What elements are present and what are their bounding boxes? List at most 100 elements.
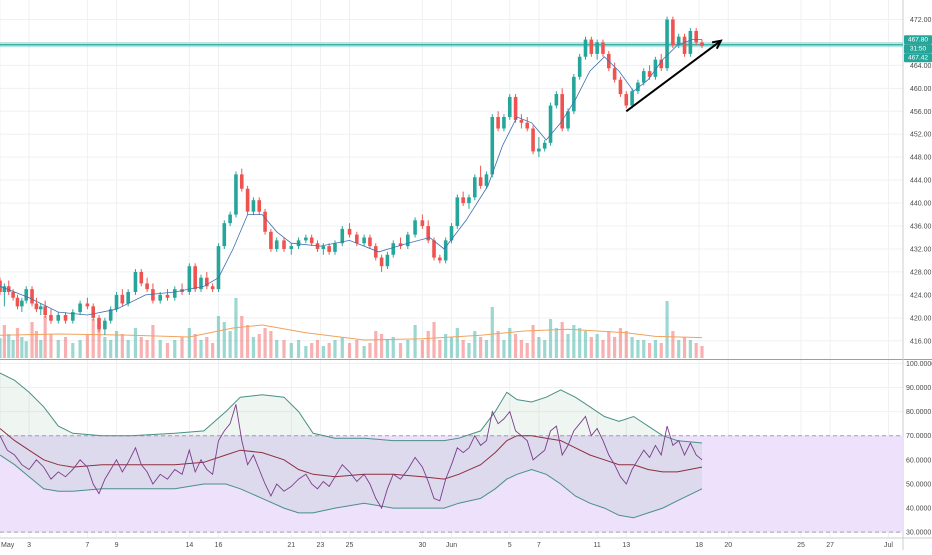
volume-bar-31 [180, 337, 184, 358]
price-tick-label-0: 472.00 [910, 17, 932, 24]
candle-body-3 [11, 292, 15, 298]
candle-body-32 [187, 266, 192, 293]
price-tick-label-4: 456.00 [910, 109, 932, 116]
volume-bar-56 [333, 340, 337, 358]
candle-body-41 [239, 174, 244, 189]
volume-bar-88 [531, 325, 535, 358]
volume-bar-60 [362, 346, 366, 358]
candle-body-49 [289, 246, 294, 249]
oscillator-zone [0, 435, 903, 533]
candle-body-67 [406, 234, 410, 247]
volume-bar-39 [228, 331, 232, 358]
price-badge-text-1: 31:50 [910, 46, 927, 53]
candle-body-9 [38, 306, 43, 310]
price-tick-label-12: 424.00 [910, 292, 932, 299]
volume-bar-99 [595, 334, 599, 358]
volume-bar-84 [508, 328, 512, 358]
price-panel [0, 16, 903, 336]
candle-body-8 [34, 303, 39, 310]
volume-bar-104 [624, 331, 628, 358]
volume-bar-69 [420, 340, 424, 358]
candle-body-36 [210, 286, 215, 290]
candle-body-83 [502, 117, 506, 129]
volume-bar-102 [613, 337, 617, 358]
candle-body-65 [391, 243, 396, 255]
candle-body-95 [572, 76, 576, 112]
candle-body-59 [355, 234, 359, 244]
candle-body-21 [114, 294, 119, 310]
date-tick-label-7: 23 [317, 542, 325, 549]
candle-body-66 [398, 243, 403, 247]
volume-bar-51 [304, 346, 308, 358]
candle-body-113 [676, 36, 681, 46]
candle-body-47 [274, 240, 279, 249]
candle-body-84 [507, 96, 512, 118]
volume-bar-15 [78, 340, 82, 358]
volume-bar-68 [413, 325, 417, 358]
candle-body-91 [548, 105, 553, 143]
volume-bar-36 [211, 343, 215, 358]
volume-bar-71 [432, 322, 436, 358]
candle-body-106 [636, 82, 640, 92]
candle-body-86 [519, 119, 524, 123]
price-tick-label-2: 464.00 [910, 63, 932, 70]
candle-body-19 [103, 320, 107, 330]
date-tick-label-18: 27 [826, 542, 834, 549]
axis-layer: 472.00468.00464.00460.00456.00452.00448.… [1, 17, 932, 549]
candle-body-60 [362, 237, 366, 244]
volume-bar-1 [2, 325, 6, 358]
candle-body-97 [583, 39, 588, 57]
volume-bar-81 [490, 307, 494, 358]
oscillator-tick-label-2: 80.0000 [906, 409, 931, 416]
volume-ma-line [0, 324, 703, 341]
date-tick-label-2: 7 [85, 542, 89, 549]
oscillator-tick-label-5: 50.0000 [906, 481, 931, 488]
volume-bar-4 [15, 328, 20, 358]
candle-body-24 [133, 271, 138, 293]
oscillator-tick-label-0: 100.0000 [906, 361, 932, 368]
candle-body-16 [85, 303, 90, 307]
volume-bar-101 [607, 331, 611, 358]
volume-bar-29 [165, 343, 170, 358]
candle-body-94 [566, 111, 570, 129]
volume-bar-21 [114, 331, 119, 358]
candle-body-44 [257, 200, 262, 212]
price-tick-label-14: 416.00 [910, 338, 932, 345]
volume-bar-14 [71, 343, 75, 358]
candle-body-68 [413, 220, 417, 235]
date-tick-label-9: 30 [418, 542, 426, 549]
candle-body-45 [263, 211, 267, 232]
date-tick-label-6: 21 [287, 542, 295, 549]
volume-bar-108 [647, 343, 652, 358]
volume-bar-38 [222, 322, 226, 358]
volume-bar-37 [216, 316, 221, 358]
candle-body-40 [234, 174, 238, 215]
candle-body-7 [30, 289, 34, 304]
candle-body-54 [321, 246, 326, 249]
candle-body-108 [647, 71, 652, 77]
candle-body-109 [653, 59, 658, 77]
volume-bar-91 [548, 319, 553, 358]
volume-bar-80 [484, 340, 489, 358]
price-tick-label-13: 420.00 [910, 315, 932, 322]
volume-bar-107 [642, 340, 646, 358]
volume-bar-45 [263, 328, 267, 358]
candle-body-98 [589, 39, 594, 54]
volume-bar-25 [139, 337, 143, 358]
volume-bar-89 [537, 337, 541, 358]
volume-bar-52 [310, 343, 314, 358]
volume-bar-23 [126, 340, 130, 358]
volume-bar-110 [659, 343, 663, 358]
candle-body-35 [205, 277, 209, 287]
candle-body-115 [688, 30, 693, 54]
candle-body-72 [438, 257, 442, 261]
candle-body-25 [139, 271, 144, 284]
candle-body-37 [216, 246, 221, 290]
volume-bar-116 [694, 343, 698, 358]
volume-bar-66 [398, 343, 403, 358]
price-tick-label-8: 440.00 [910, 201, 932, 208]
volume-bar-94 [566, 334, 570, 358]
candle-body-1 [2, 286, 7, 293]
volume-bar-97 [583, 331, 588, 358]
candle-body-102 [612, 68, 617, 80]
